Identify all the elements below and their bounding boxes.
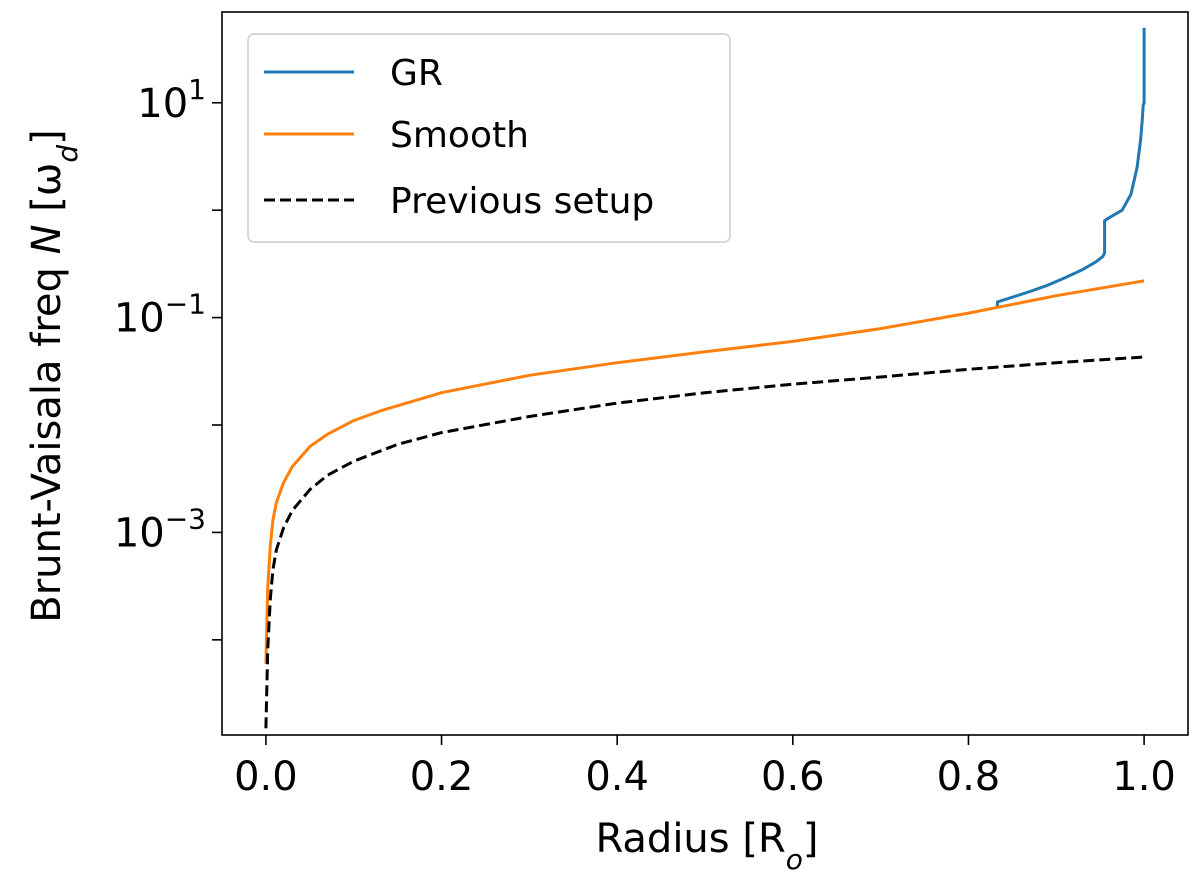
legend-label-smooth: Smooth bbox=[390, 115, 529, 156]
legend: GR Smooth Previous setup bbox=[247, 33, 731, 243]
y-tick-label: 10−3 bbox=[114, 502, 206, 556]
x-axis-label: Radius [Ro] bbox=[596, 816, 819, 876]
y-axis-label: Brunt-Vaisala freq N [ωd] bbox=[24, 129, 84, 622]
y-axis-ticks: 101 10−1 10−3 bbox=[114, 73, 222, 641]
y-tick-label: 10−1 bbox=[114, 288, 206, 342]
series-layer bbox=[264, 27, 1146, 729]
legend-label-gr: GR bbox=[390, 53, 443, 94]
series-line-gr bbox=[995, 27, 1146, 308]
x-tick-label: 1.0 bbox=[1112, 754, 1176, 800]
x-tick-label: 0.0 bbox=[234, 754, 298, 800]
legend-box bbox=[247, 33, 731, 243]
x-tick-label: 0.6 bbox=[761, 754, 825, 800]
series-line-smooth bbox=[264, 279, 1145, 664]
series-line-previous-setup bbox=[264, 355, 1145, 729]
axes-frame bbox=[221, 11, 1189, 736]
x-tick-label: 0.4 bbox=[585, 754, 649, 800]
x-tick-label: 0.2 bbox=[410, 754, 474, 800]
x-axis-ticks: 0.0 0.2 0.4 0.6 0.8 1.0 bbox=[234, 735, 1176, 800]
y-tick-label: 101 bbox=[137, 73, 206, 127]
x-tick-label: 0.8 bbox=[937, 754, 1001, 800]
legend-label-previous-setup: Previous setup bbox=[390, 181, 654, 222]
